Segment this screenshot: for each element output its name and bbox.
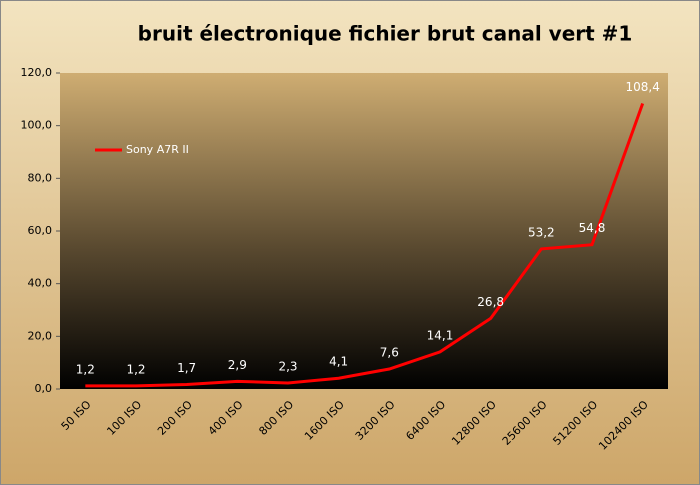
chart-title: bruit électronique fichier brut canal ve…	[138, 22, 633, 46]
data-label: 7,6	[380, 345, 399, 359]
series-line	[85, 103, 645, 388]
data-label: 2,9	[228, 358, 247, 372]
y-tick-label: 60,0	[28, 224, 53, 237]
data-label: 2,3	[278, 359, 297, 373]
data-label: 54,8	[579, 221, 606, 235]
y-tick-label: 20,0	[28, 329, 53, 342]
data-label: 1,2	[126, 362, 145, 376]
data-label: 108,4	[625, 80, 659, 94]
data-label: 14,1	[427, 328, 454, 342]
plot-area	[60, 73, 668, 389]
data-label: 1,2	[76, 362, 95, 376]
y-tick-label: 80,0	[28, 171, 53, 184]
y-tick-label: 40,0	[28, 277, 53, 290]
data-label: 4,1	[329, 355, 348, 369]
y-tick-label: 100,0	[21, 119, 53, 132]
data-label: 53,2	[528, 225, 555, 239]
legend-label: Sony A7R II	[126, 143, 189, 156]
y-tick-label: 0,0	[35, 382, 53, 395]
data-label: 26,8	[477, 295, 504, 309]
data-label: 1,7	[177, 361, 196, 375]
y-tick-label: 120,0	[21, 66, 53, 79]
